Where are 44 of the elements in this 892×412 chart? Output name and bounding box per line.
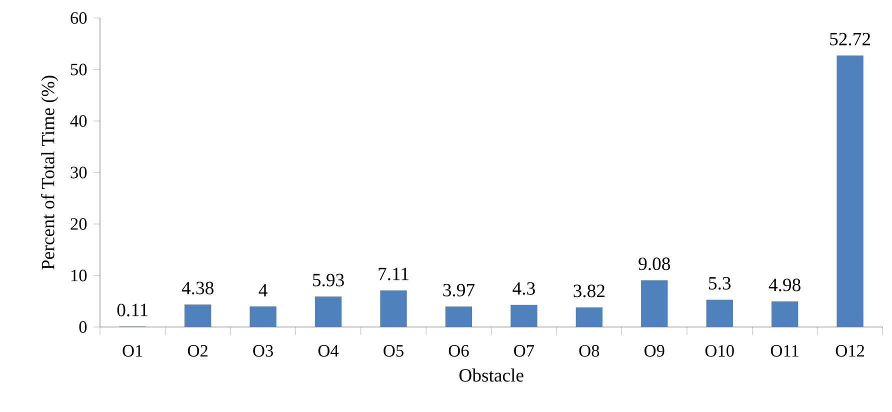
bar [706, 300, 733, 328]
x-tick-label: O7 [514, 345, 534, 357]
y-tick-label: 60 [70, 12, 87, 24]
y-axis-title: Percent of Total Time (%) [41, 76, 58, 270]
bar [445, 306, 472, 328]
y-tick-label: 0 [79, 321, 87, 333]
data-label: 9.08 [638, 258, 670, 270]
x-tick-label: O12 [836, 345, 864, 357]
y-tick-label: 10 [71, 270, 87, 282]
x-tick-label: O9 [644, 345, 664, 357]
x-tick-label: O2 [188, 345, 208, 357]
bar [250, 306, 276, 328]
data-label: 5.3 [709, 277, 731, 290]
bar [641, 280, 668, 328]
x-tick-label: O1 [122, 345, 142, 357]
bar [836, 56, 864, 328]
data-label: 0.11 [117, 304, 148, 316]
bar [314, 296, 342, 328]
y-tick-label: 40 [70, 115, 87, 127]
x-tick-label: O11 [770, 345, 798, 357]
data-label: 4.3 [512, 282, 535, 295]
x-tick-label: O3 [253, 345, 273, 357]
x-tick-label: O10 [705, 345, 734, 357]
y-tick-label: 30 [70, 166, 87, 178]
y-tick-label: 50 [70, 64, 87, 76]
data-label: 4 [258, 284, 268, 296]
data-label: 7.11 [378, 268, 408, 280]
data-label: 5.93 [313, 274, 344, 286]
data-label: 52.72 [830, 32, 870, 46]
bar [380, 290, 407, 328]
data-label: 4.38 [182, 282, 214, 294]
x-axis-title: Obstacle [459, 368, 524, 382]
data-label: 4.98 [768, 278, 800, 292]
y-tick-label: 20 [70, 218, 87, 230]
bar [510, 304, 538, 328]
x-tick-label: O5 [384, 345, 404, 357]
bar [772, 301, 798, 328]
data-label: 3.82 [574, 284, 604, 298]
bar [184, 304, 212, 328]
x-tick-label: O4 [318, 345, 339, 357]
bar [576, 307, 603, 328]
data-label: 3.97 [443, 284, 475, 297]
x-tick-label: O6 [448, 345, 469, 357]
x-tick-label: O8 [579, 345, 600, 357]
